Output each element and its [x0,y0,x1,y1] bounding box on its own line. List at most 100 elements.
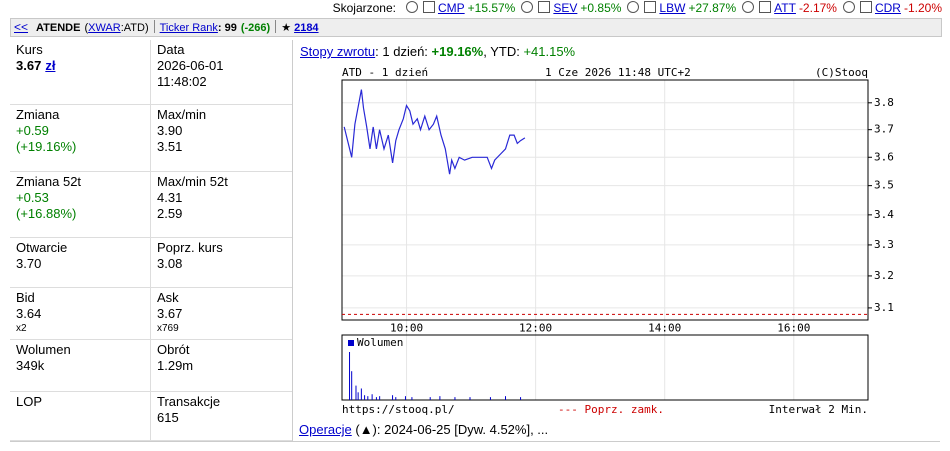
back-link[interactable]: << [14,20,29,34]
y-tick-label: 3.5 [874,179,894,192]
x-tick-label: 14:00 [648,322,681,335]
radio-button[interactable] [521,1,534,13]
volume-bar [355,385,357,400]
star-count[interactable]: 2184 [294,22,319,34]
quote-value: 349k [16,358,45,373]
quote-value: 2026-06-01 [157,58,224,73]
quote-cell: Otwarcie 3.70 [10,238,150,288]
y-tick-label: 3.7 [874,123,894,136]
quote-cell: Bid 3.64 x2 [10,288,150,340]
quote-cell: Data 2026-06-01 11:48:02 [150,40,292,105]
divider [153,20,155,33]
volume-bar [404,396,406,400]
volume-bar [360,388,362,400]
quote-cell: Zmiana +0.59 (+19.16%) [10,105,150,172]
compare-ticker[interactable]: ATT [774,1,796,15]
compare-label: Skojarzone: [332,1,396,15]
chart-subtitle: 1 Cze 2026 11:48 UTC+2 [545,66,691,79]
radio-button[interactable] [742,1,755,13]
compare-ticker[interactable]: SEV [553,1,578,15]
quote-value: 3.08 [157,256,183,271]
chart-title: ATD - 1 dzień [342,66,428,79]
quote-cell: Kurs 3.67 zł [10,40,150,105]
radio-button[interactable] [842,1,855,13]
compare-bar: Skojarzone: CMP +15.57% SEV +0.85% LBW +27.87%… [333,0,942,16]
plot-area [342,80,868,320]
y-tick-label: 3.2 [874,269,894,282]
quote-label: Transakcje [157,394,221,409]
quote-cell: Zmiana 52t +0.53 (+16.88%) [10,172,150,238]
compare-ticker[interactable]: LBW [659,1,686,15]
volume-bar [505,396,507,400]
volume-bar [520,397,522,400]
returns-link[interactable]: Stopy zwrotu [300,44,376,59]
quote-sub: x2 [16,323,27,334]
compare-ticker[interactable]: CMP [437,1,465,15]
checkbox[interactable] [859,1,872,13]
chart: 3.1 3.2 3.3 3.4 3.5 3.6 3.7 3.8 10:00 12:00 14:00 1… [341,66,894,416]
quote-label: Kurs [16,42,43,57]
returns-line: Stopy zwrotu: 1 dzień: +19.16%, YTD: +41… [300,44,575,59]
y-tick-label: 3.6 [874,150,894,163]
radio-button[interactable] [405,1,418,13]
volume-bar [392,395,394,400]
rank-change: (-266) [240,22,271,34]
quote-value: 2.59 [157,206,183,221]
market-close: :ATD) [120,22,149,34]
operations-link[interactable]: Operacje [299,422,352,437]
quote-label: Zmiana [16,107,60,122]
market-open: ( [84,22,89,34]
checkbox[interactable] [422,1,435,13]
radio-button[interactable] [627,1,640,13]
quote-label: Zmiana 52t [16,174,82,189]
legend-swatch [348,340,354,346]
quote-label: Ask [157,290,179,305]
quote-value: +0.53 [16,190,49,205]
rank: : 99 [217,22,237,34]
volume-frame [341,334,869,401]
operations-line: Operacje (▲): 2024-06-25 [Dyw. 4.52%], .… [299,422,548,437]
quote-label: Data [157,42,185,57]
quote-label: Poprz. kurs [157,240,223,255]
quote-value: 1.29m [157,358,194,373]
legend-label: Wolumen [357,336,403,349]
quote-table: Kurs 3.67 zł Data 2026-06-01 11:48:02 Zmiana +0… [10,40,293,441]
compare-ticker[interactable]: CDR [874,1,901,15]
quote-unit[interactable]: zł [45,58,56,73]
quote-cell: Max/min 52t 4.31 2.59 [150,172,292,238]
quote-label: Wolumen [16,342,71,357]
market-link[interactable]: XWAR [88,22,121,34]
quote-value: (+16.88%) [16,206,77,221]
header-bar: << ATENDE (XWAR:ATD) Ticker Rank: 99 (-266) ★… [10,18,942,37]
volume-bar [489,397,491,400]
quote-value: 11:48:02 [157,74,207,89]
price-line [343,89,526,175]
volume-bar [395,397,397,400]
rank-link[interactable]: Ticker Rank [159,22,218,34]
volume-bar [371,394,373,400]
operations-text: (▲): 2024-06-25 [Dyw. 4.52%], ... [351,422,549,437]
y-tick-label: 3.1 [874,301,894,314]
quote-cell: Ask 3.67 x769 [150,288,292,340]
divider [275,20,277,33]
quote-cell: LOP [10,392,150,441]
x-tick-label: 10:00 [390,322,423,335]
returns-ytd: +41.15% [523,44,576,59]
checkbox[interactable] [644,1,657,13]
returns-label: : 1 dzień: [375,44,432,59]
quote-value: 3.64 [16,306,42,321]
ticker-name: ATENDE [36,22,81,34]
price-frame [341,79,869,321]
volume-bar [379,396,381,400]
quote-value: 3.67 [16,58,42,73]
compare-change: +27.87% [688,1,737,15]
quote-cell: Max/min 3.90 3.51 [150,105,292,172]
quote-value: (+19.16%) [16,139,77,154]
quote-value: +0.59 [16,123,49,138]
checkbox[interactable] [538,1,551,13]
quote-label: Bid [16,290,35,305]
quote-value: 3.70 [16,256,42,271]
quote-sub: x769 [157,323,179,334]
checkbox[interactable] [759,1,772,13]
